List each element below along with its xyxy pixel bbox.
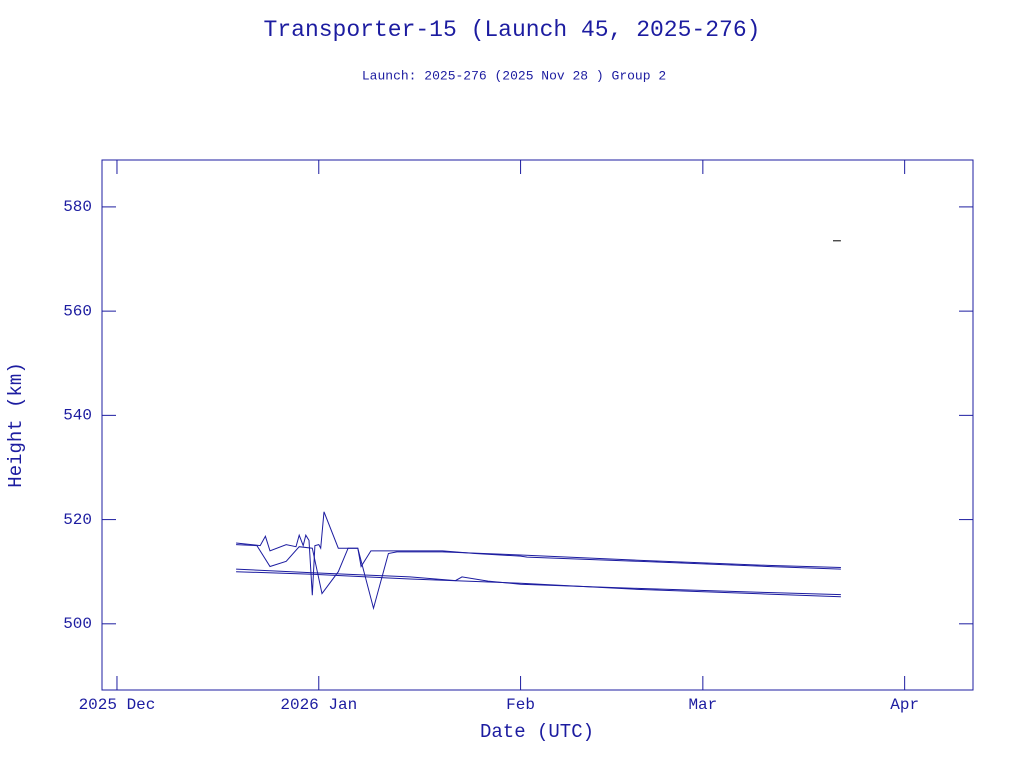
x-tick-label: 2025 Dec [79,696,156,714]
y-tick-label: 560 [63,302,92,320]
x-tick-label: Feb [506,696,535,714]
x-tick-label: Mar [688,696,717,714]
chart-subtitle: Launch: 2025-276 (2025 Nov 28 ) Group 2 [362,68,666,83]
y-tick-label: 520 [63,511,92,529]
plot-frame [101,159,974,691]
chart-title: Transporter-15 (Launch 45, 2025-276) [264,17,761,43]
y-tick-label: 580 [63,198,92,216]
x-tick-label: Apr [890,696,919,714]
y-axis-label: Height (km) [5,362,27,487]
y-tick-label: 500 [63,615,92,633]
series-line [236,511,841,596]
y-tick-label: 540 [63,407,92,425]
series-line [236,571,841,598]
series-line [236,568,841,596]
x-axis-label: Date (UTC) [480,721,594,743]
series-line [236,544,841,611]
x-tick-label: 2026 Jan [280,696,357,714]
